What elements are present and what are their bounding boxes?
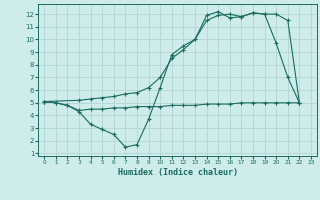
X-axis label: Humidex (Indice chaleur): Humidex (Indice chaleur): [118, 168, 238, 177]
